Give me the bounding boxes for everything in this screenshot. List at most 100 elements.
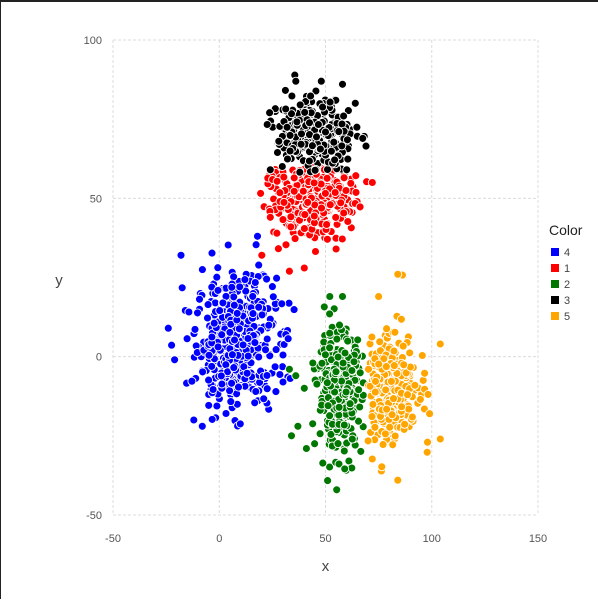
data-point	[349, 357, 359, 367]
data-point	[299, 383, 309, 393]
data-point	[227, 282, 237, 292]
data-point	[435, 434, 445, 444]
data-point	[322, 220, 332, 229]
data-point	[257, 310, 267, 320]
data-point	[330, 188, 340, 197]
data-point	[339, 111, 349, 121]
data-point	[254, 352, 264, 362]
data-point	[346, 178, 356, 188]
data-point	[204, 350, 214, 360]
data-point	[390, 431, 400, 441]
data-point	[374, 359, 384, 369]
data-point	[375, 337, 385, 347]
data-point	[343, 217, 353, 226]
data-point	[333, 439, 343, 449]
data-point	[292, 117, 302, 127]
legend-swatch	[551, 280, 559, 288]
data-point	[333, 352, 343, 362]
data-point	[234, 324, 244, 334]
data-point	[290, 234, 300, 244]
data-point	[401, 368, 411, 378]
data-point	[163, 323, 173, 333]
data-point	[307, 141, 317, 151]
data-point	[262, 384, 272, 394]
data-point	[223, 240, 233, 250]
data-point	[295, 100, 305, 110]
data-point	[365, 381, 375, 391]
data-point	[226, 397, 236, 407]
data-point	[325, 411, 335, 421]
data-point	[190, 324, 200, 334]
data-point	[399, 360, 409, 370]
data-point	[353, 335, 363, 345]
data-point	[230, 335, 239, 345]
data-point	[243, 351, 253, 361]
data-point	[229, 300, 239, 310]
data-point	[345, 399, 355, 409]
data-point	[187, 376, 197, 386]
x-tick-label: 100	[423, 533, 441, 545]
data-point	[198, 367, 208, 377]
data-point	[207, 361, 217, 371]
data-point	[330, 155, 340, 165]
data-point	[217, 379, 227, 389]
x-tick-label: -50	[105, 533, 121, 545]
data-point	[370, 387, 380, 397]
data-point	[289, 173, 299, 183]
legend-label: 2	[564, 279, 570, 291]
data-point	[371, 376, 380, 386]
data-point	[338, 79, 347, 89]
data-point	[312, 132, 321, 142]
data-point	[352, 122, 362, 132]
data-point	[381, 385, 391, 395]
data-point	[265, 108, 275, 118]
data-point	[305, 118, 314, 128]
data-point	[254, 302, 264, 312]
legend-label: 5	[564, 311, 570, 323]
data-point	[355, 368, 365, 378]
data-point	[318, 102, 328, 112]
data-point	[400, 419, 410, 429]
data-point	[262, 274, 272, 284]
data-point	[396, 314, 406, 324]
data-point	[325, 343, 335, 353]
data-point	[286, 212, 296, 222]
data-point	[320, 188, 330, 198]
data-point	[297, 129, 306, 139]
data-point	[272, 176, 282, 186]
data-point	[334, 127, 344, 137]
data-point	[308, 419, 318, 429]
data-point	[289, 186, 299, 196]
data-point	[212, 401, 222, 411]
data-point	[299, 224, 309, 233]
data-point	[284, 364, 294, 374]
data-point	[272, 228, 282, 238]
data-point	[274, 136, 284, 146]
data-point	[354, 385, 364, 395]
data-point	[423, 389, 433, 399]
data-point	[197, 421, 207, 431]
data-point	[251, 387, 261, 396]
data-point	[298, 186, 308, 196]
data-point	[197, 265, 207, 275]
data-point	[347, 366, 357, 375]
data-point	[225, 327, 235, 337]
data-point	[184, 307, 194, 317]
data-point	[311, 86, 321, 96]
data-point	[422, 447, 432, 457]
data-point	[278, 215, 288, 225]
data-point	[417, 351, 427, 360]
data-point	[355, 202, 365, 212]
series-3-points	[262, 70, 371, 177]
legend-swatch	[551, 296, 559, 304]
data-point	[361, 141, 371, 151]
data-point	[243, 334, 253, 343]
data-point	[250, 398, 260, 408]
data-point	[423, 437, 432, 447]
data-point	[382, 404, 392, 414]
data-point	[189, 415, 199, 425]
data-point	[207, 332, 217, 342]
data-point	[386, 376, 396, 386]
data-point	[262, 334, 272, 344]
